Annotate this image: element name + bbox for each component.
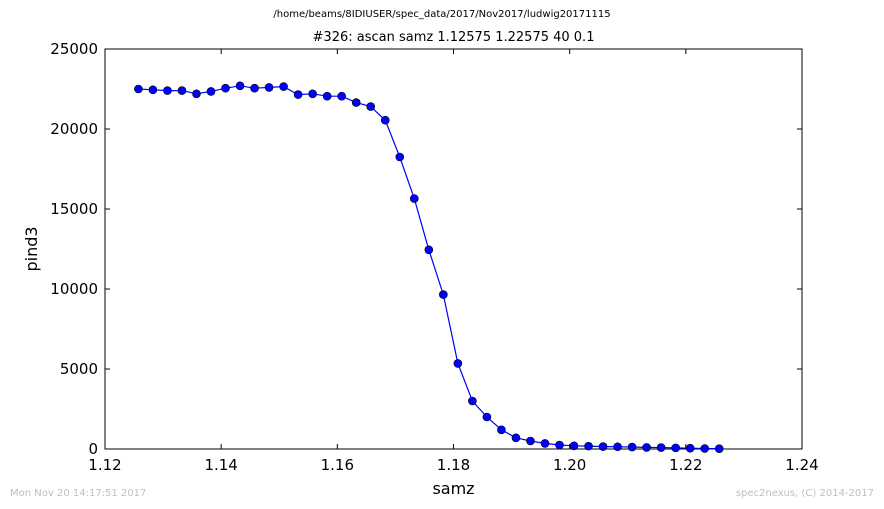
data-point bbox=[134, 84, 143, 94]
data-point bbox=[700, 444, 710, 453]
chart-title: #326: ascan samz 1.12575 1.22575 40 0.1 bbox=[312, 30, 595, 45]
footer-timestamp: Mon Nov 20 14:17:51 2017 bbox=[10, 488, 147, 499]
data-point bbox=[671, 443, 680, 453]
x-tick-label: 1.16 bbox=[321, 456, 354, 474]
data-point bbox=[380, 115, 390, 125]
data-point bbox=[642, 443, 651, 452]
data-point bbox=[468, 396, 477, 406]
x-tick-label: 1.20 bbox=[553, 456, 586, 474]
data-point bbox=[337, 91, 346, 101]
data-point bbox=[221, 83, 230, 93]
y-tick-label: 10000 bbox=[50, 280, 98, 298]
x-tick-label: 1.18 bbox=[437, 456, 470, 474]
data-point bbox=[598, 442, 608, 451]
data-point bbox=[569, 441, 579, 451]
data-point bbox=[627, 442, 637, 452]
y-tick-label: 25000 bbox=[50, 40, 98, 58]
y-tick-label: 20000 bbox=[50, 120, 98, 138]
series-polyline bbox=[138, 85, 720, 450]
x-tick-label: 1.12 bbox=[88, 456, 121, 474]
x-axis-label: samz bbox=[432, 479, 474, 498]
data-point bbox=[366, 102, 376, 111]
data-point bbox=[685, 443, 695, 453]
data-point bbox=[526, 436, 535, 446]
data-point bbox=[395, 152, 405, 162]
y-tick-label: 15000 bbox=[50, 200, 98, 218]
data-point bbox=[322, 91, 332, 101]
data-point bbox=[584, 441, 593, 451]
data-point bbox=[250, 83, 259, 93]
x-tick-label: 1.14 bbox=[204, 456, 237, 474]
data-point bbox=[279, 82, 288, 91]
data-point bbox=[177, 86, 187, 95]
plot-area-frame bbox=[104, 48, 803, 450]
data-point bbox=[424, 245, 434, 255]
data-point bbox=[235, 81, 245, 91]
data-point bbox=[482, 412, 492, 422]
figure-suptitle: /home/beams/8IDIUSER/spec_data/2017/Nov2… bbox=[273, 9, 611, 20]
data-point bbox=[409, 194, 419, 203]
data-point bbox=[351, 98, 361, 107]
y-axis-label: pind3 bbox=[22, 226, 41, 271]
data-point bbox=[714, 444, 724, 453]
data-point bbox=[192, 89, 201, 99]
data-point bbox=[163, 86, 172, 95]
y-tick-label: 0 bbox=[88, 440, 98, 458]
data-point bbox=[264, 83, 274, 92]
data-point bbox=[656, 443, 666, 452]
footer-credit: spec2nexus, (C) 2014-2017 bbox=[735, 488, 874, 499]
data-point bbox=[540, 439, 550, 448]
data-point bbox=[555, 440, 564, 450]
x-tick-label: 1.22 bbox=[669, 456, 702, 474]
data-point bbox=[453, 359, 463, 368]
data-point bbox=[497, 425, 506, 435]
data-point bbox=[439, 290, 448, 299]
axis-ticks: 1.12 1.14 1.16 1.18 1.20 1.22 1.24 0 5000 10000 15… bbox=[50, 40, 818, 474]
series-line bbox=[134, 81, 724, 453]
data-point bbox=[148, 85, 158, 95]
data-point bbox=[293, 90, 303, 99]
x-tick-label: 1.24 bbox=[785, 456, 818, 474]
data-point bbox=[613, 442, 622, 452]
data-point bbox=[206, 87, 216, 96]
y-tick-label: 5000 bbox=[60, 360, 98, 378]
data-point bbox=[308, 89, 317, 99]
data-point bbox=[511, 433, 521, 443]
